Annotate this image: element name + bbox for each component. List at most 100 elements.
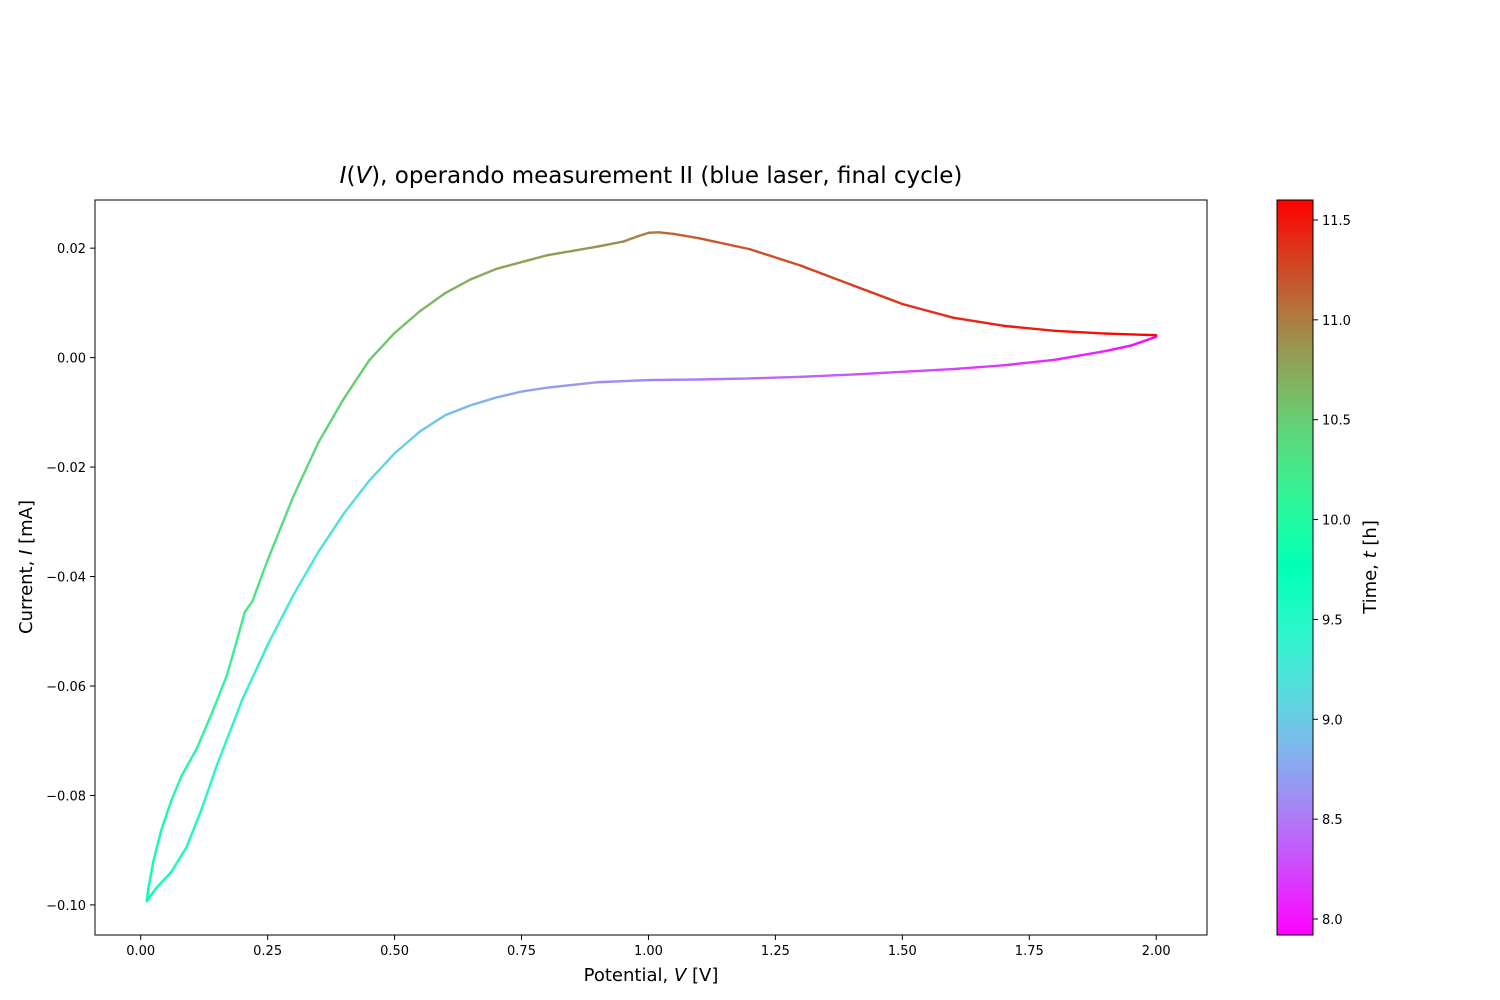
- data-segment: [180, 747, 198, 778]
- colorbar-tick-label: 8.0: [1322, 913, 1343, 928]
- data-segment: [147, 859, 155, 890]
- x-tick-label: 1.25: [761, 944, 790, 959]
- colorbar-label: Time, t [h]: [1360, 520, 1381, 615]
- x-axis-label: Potential, V [V]: [584, 965, 719, 986]
- data-segment: [901, 302, 955, 319]
- data-segment: [145, 887, 158, 903]
- data-segment: [210, 673, 229, 715]
- data-layer: [145, 231, 1158, 903]
- data-segment: [444, 404, 472, 417]
- data-segment: [317, 397, 345, 444]
- data-segment: [241, 643, 269, 701]
- x-tick-label: 1.75: [1015, 944, 1044, 959]
- colorbar-tick-label: 8.5: [1322, 813, 1343, 828]
- x-tick-label: 2.00: [1142, 944, 1171, 959]
- data-segment: [545, 381, 599, 389]
- data-segment: [418, 291, 447, 313]
- data-segment: [195, 712, 213, 751]
- y-axis-label: Current, I [mA]: [16, 500, 37, 634]
- data-segment: [266, 594, 295, 647]
- colorbar: 8.0 8.5 9.0 9.5 10.0 10.5 11.0 11.5: [1276, 199, 1351, 936]
- data-segment: [1104, 344, 1133, 353]
- data-segment: [494, 254, 549, 271]
- data-segment: [951, 316, 1006, 328]
- data-segment: [850, 283, 904, 306]
- data-segment: [520, 386, 549, 393]
- y-tick-label: 0.02: [57, 242, 86, 257]
- data-segment: [672, 232, 701, 240]
- colorbar-gradient: [1277, 200, 1313, 935]
- data-segment: [243, 599, 254, 614]
- data-segment: [647, 378, 701, 382]
- colorbar-tick-label: 10.5: [1322, 414, 1351, 429]
- colorbar-tick-label: 9.5: [1322, 613, 1343, 628]
- data-segment: [393, 309, 422, 335]
- colorbar-tick-label: 11.0: [1322, 314, 1351, 329]
- data-segment: [596, 378, 650, 384]
- title-paren: (: [346, 163, 355, 189]
- y-axis: 0.02 0.00 −0.02 −0.04 −0.06 −0.08 −0.10: [46, 242, 95, 914]
- colorbar-tick-label: 10.0: [1322, 514, 1351, 529]
- y-tick-label: −0.04: [46, 571, 86, 586]
- data-segment: [152, 829, 163, 863]
- colorbar-frame: [1276, 199, 1314, 936]
- data-segment: [469, 267, 498, 281]
- data-segment: [951, 364, 1006, 371]
- data-segment: [657, 231, 676, 236]
- data-segment: [1129, 335, 1158, 347]
- data-segment: [647, 231, 660, 235]
- data-segment: [342, 359, 371, 400]
- plot-frame: [94, 199, 1208, 936]
- data-segment: [225, 638, 239, 677]
- data-segment: [469, 396, 498, 407]
- data-segment: [901, 367, 955, 374]
- data-segment: [698, 377, 752, 381]
- data-segment: [444, 278, 472, 295]
- data-segment: [185, 807, 203, 849]
- data-segment: [596, 240, 625, 248]
- data-segment: [1053, 349, 1107, 362]
- data-segment: [159, 799, 173, 833]
- x-tick-label: 0.50: [380, 944, 409, 959]
- data-segment: [342, 479, 371, 515]
- x-tick-label: 1.00: [634, 944, 663, 959]
- data-segment: [1002, 358, 1056, 367]
- data-segment: [1002, 324, 1056, 332]
- series-anodic-sweep: [145, 231, 1158, 903]
- title-rest: ), operando measurement II (blue laser, …: [371, 163, 962, 189]
- data-segment: [317, 512, 345, 554]
- data-segment: [494, 390, 523, 399]
- title-var-potential: V: [355, 163, 373, 189]
- y-tick-label: 0.00: [57, 352, 86, 367]
- data-segment: [266, 495, 295, 562]
- data-segment: [637, 231, 650, 238]
- data-segment: [291, 441, 320, 499]
- data-segment: [393, 430, 422, 455]
- colorbar-tick-label: 11.5: [1322, 214, 1351, 229]
- data-segment: [235, 610, 246, 641]
- x-tick-label: 0.00: [126, 944, 155, 959]
- data-segment: [748, 375, 802, 380]
- y-tick-label: −0.06: [46, 680, 86, 695]
- y-tick-label: −0.08: [46, 789, 86, 804]
- data-segment: [850, 370, 904, 376]
- data-segment: [367, 452, 396, 482]
- data-segment: [291, 550, 320, 597]
- y-tick-label: −0.02: [46, 461, 86, 476]
- title-var-current: I: [340, 163, 347, 189]
- data-segment: [367, 331, 396, 362]
- data-segment: [1104, 332, 1158, 337]
- x-tick-label: 0.25: [253, 944, 282, 959]
- x-tick-label: 1.50: [888, 944, 917, 959]
- data-segment: [799, 373, 853, 378]
- data-segment: [621, 234, 640, 243]
- data-segment: [748, 248, 802, 267]
- x-axis: 0.00 0.25 0.50 0.75 1.00 1.25 1.50 1.75 2.00: [126, 935, 1171, 959]
- data-segment: [169, 846, 188, 874]
- colorbar-ticks: 8.0 8.5 9.0 9.5 10.0 10.5 11.0 11.5: [1313, 214, 1351, 928]
- data-segment: [251, 558, 269, 603]
- data-segment: [215, 698, 244, 767]
- data-segment: [418, 413, 447, 433]
- data-segment: [799, 264, 853, 287]
